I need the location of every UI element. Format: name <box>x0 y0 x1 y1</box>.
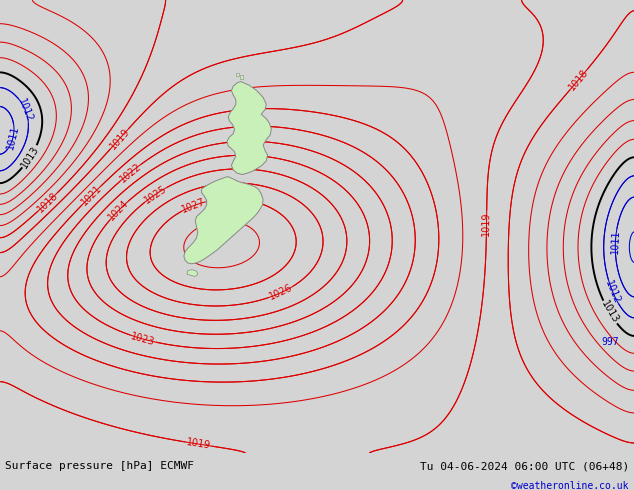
Text: 1021: 1021 <box>79 183 104 208</box>
Text: 1024: 1024 <box>107 198 131 222</box>
Polygon shape <box>227 82 271 174</box>
Text: 1026: 1026 <box>268 283 295 302</box>
Text: Surface pressure [hPa] ECMWF: Surface pressure [hPa] ECMWF <box>5 461 194 471</box>
Text: 1011: 1011 <box>610 229 621 254</box>
Text: 1011: 1011 <box>5 124 21 150</box>
Text: 1013: 1013 <box>20 144 41 170</box>
Text: 1019: 1019 <box>108 126 132 151</box>
Text: 1019: 1019 <box>481 212 492 236</box>
Text: Tu 04-06-2024 06:00 UTC (06+48): Tu 04-06-2024 06:00 UTC (06+48) <box>420 461 629 471</box>
Text: 1012: 1012 <box>16 97 35 123</box>
Polygon shape <box>240 75 243 79</box>
Polygon shape <box>184 177 263 264</box>
Text: ©weatheronline.co.uk: ©weatheronline.co.uk <box>512 481 629 490</box>
Text: 1025: 1025 <box>143 183 169 205</box>
Text: 1019: 1019 <box>186 437 212 451</box>
Text: 1018: 1018 <box>36 190 60 214</box>
Polygon shape <box>236 74 239 76</box>
Text: 1023: 1023 <box>130 331 156 347</box>
Text: 1027: 1027 <box>181 196 207 215</box>
Text: 1022: 1022 <box>117 161 143 184</box>
Text: 1012: 1012 <box>604 279 622 305</box>
Text: 997: 997 <box>601 337 619 347</box>
Text: 1018: 1018 <box>567 67 590 92</box>
Text: 1013: 1013 <box>599 299 620 325</box>
Polygon shape <box>187 270 198 276</box>
